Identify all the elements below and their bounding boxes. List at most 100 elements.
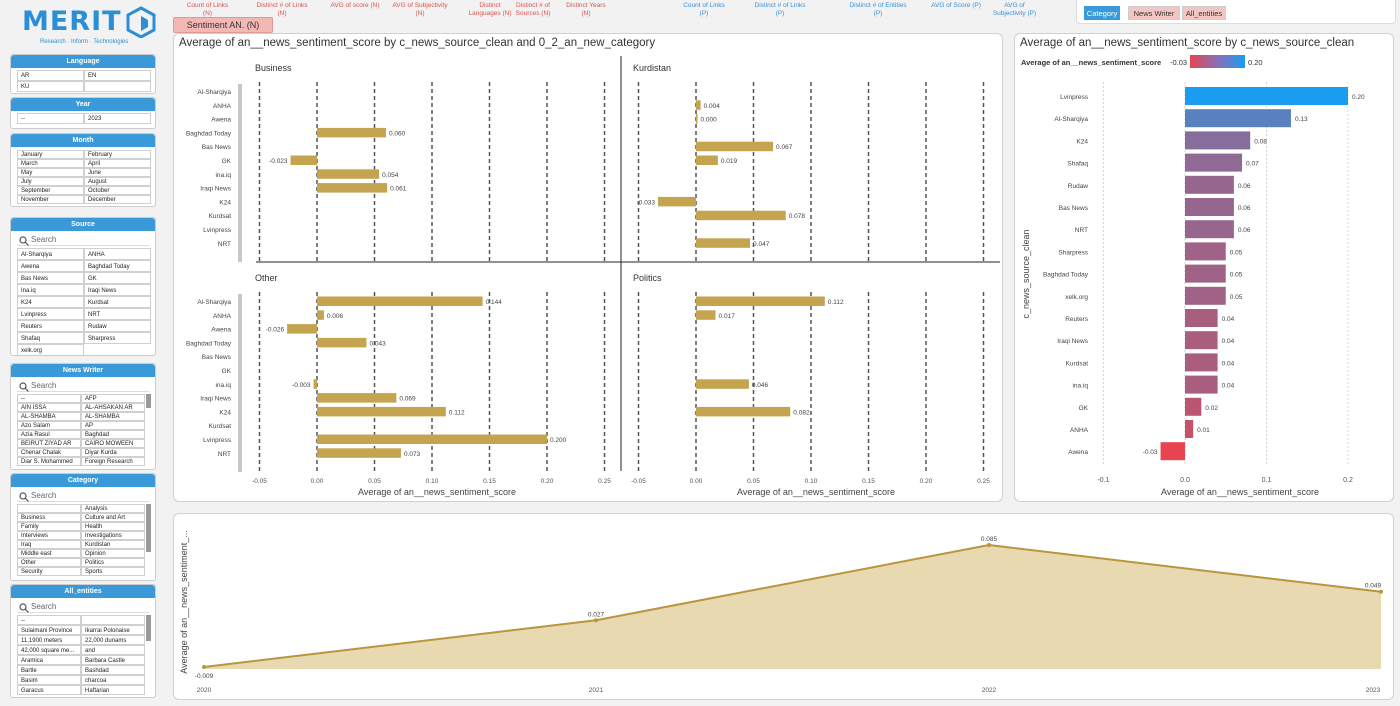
slicer-item[interactable]: BEIRUT ZIYAD AR (17, 439, 81, 448)
kpi-link[interactable]: AVG of Subjectivity (N) (392, 2, 448, 17)
slicer-item[interactable]: April (84, 159, 151, 168)
slicer-item[interactable]: Interviews (17, 531, 81, 540)
scrollbar-thumb[interactable] (146, 504, 151, 552)
slicer-item[interactable]: Business (17, 513, 81, 522)
slicer-item[interactable]: K24 (17, 296, 84, 308)
slicer-item[interactable]: Iraq (17, 540, 81, 549)
slicer-item[interactable]: September (17, 186, 84, 195)
bar[interactable] (1185, 175, 1234, 194)
kpi-link[interactable]: Count of Links (P) (683, 2, 725, 17)
kpi-link[interactable]: AVG of Subjectivity (P) (992, 2, 1037, 17)
kpi-link[interactable]: Distinct # of Entities (P) (849, 2, 907, 17)
kpi-link[interactable]: Distinct # of Sources (N) (515, 2, 551, 17)
slicer-item[interactable]: Lvinpress (17, 308, 84, 320)
slicer-item[interactable]: Rudaw (84, 320, 151, 332)
slicer-item[interactable] (17, 504, 81, 513)
slicer-item[interactable]: Chenar Chalak (17, 448, 81, 457)
slicer-item[interactable]: AIN ISSA (17, 403, 81, 412)
slicer-item[interactable]: Baghdad Today (84, 260, 151, 272)
kpi-link[interactable]: Distinct # of Links (N) (256, 2, 308, 17)
slicer-item[interactable]: Reuters (17, 320, 84, 332)
slicer-item[interactable]: 22,000 dunams (81, 635, 145, 645)
bar[interactable] (1185, 353, 1218, 372)
slicer-item[interactable]: AL-SHAMBA (17, 412, 81, 421)
bar[interactable] (1185, 87, 1348, 105)
scrollbar-thumb[interactable] (146, 615, 151, 641)
slicer-item[interactable]: Haftarian (81, 685, 145, 695)
slicer-item[interactable]: Analysis (81, 504, 145, 513)
slicer-item[interactable]: Diar S. Mohammed (17, 457, 81, 466)
slicer-item[interactable]: August (84, 177, 151, 186)
slicer-item[interactable]: AL-AHSAKAN AR (81, 403, 145, 412)
slicer-item[interactable]: AL-SHAMBA (81, 412, 145, 421)
bar[interactable] (1185, 375, 1218, 394)
bar[interactable] (1160, 442, 1185, 461)
slicer-item[interactable]: February (84, 150, 151, 159)
slicer-item[interactable]: Garacus (17, 685, 81, 695)
bar[interactable] (1185, 309, 1218, 327)
toggle-all-entities-button[interactable]: All_entities (1182, 6, 1226, 20)
slicer-item[interactable]: GK (84, 272, 151, 284)
slicer-item[interactable]: Azia Rasul (17, 430, 81, 439)
slicer-item[interactable]: 11,1900 meters (17, 635, 81, 645)
slicer-item[interactable]: March (17, 159, 84, 168)
slicer-item[interactable]: Azo Salam (17, 421, 81, 430)
category-search-input[interactable]: Search (17, 490, 149, 502)
kpi-link[interactable]: AVG of Score (P) (931, 2, 981, 9)
kpi-link[interactable]: Distinct Languages (N) (468, 2, 512, 17)
slicer-item[interactable]: Investigations (81, 531, 145, 540)
slicer-item[interactable]: Ikarrai Polonaise (81, 625, 145, 635)
scrollbar-thumb[interactable] (146, 394, 151, 408)
slicer-item[interactable]: Aramica (17, 655, 81, 665)
bar[interactable] (1185, 264, 1226, 283)
slicer-item[interactable]: Baghdad (81, 430, 145, 439)
kpi-link[interactable]: Distinct Years (N) (566, 2, 606, 17)
slicer-item[interactable]: Kurdsat (84, 296, 151, 308)
bar[interactable] (1185, 397, 1202, 416)
slicer-item[interactable]: and (81, 645, 145, 655)
data-point[interactable] (987, 543, 991, 547)
kpi-link[interactable]: Count of Links (N) (186, 2, 229, 17)
bar[interactable] (1185, 220, 1234, 239)
slicer-item[interactable]: NRT (84, 308, 151, 320)
slicer-item[interactable]: Family (17, 522, 81, 531)
slicer-item[interactable]: Bas News (17, 272, 84, 284)
slicer-item[interactable]: ANHA (84, 248, 151, 260)
toggle-category-button[interactable]: Category (1084, 6, 1120, 20)
slicer-item[interactable]: Awena (17, 260, 84, 272)
slicer-item[interactable]: Politics (81, 558, 145, 567)
slicer-item[interactable]: Barbara Castle (81, 655, 145, 665)
slicer-item[interactable]: Ina.iq (17, 284, 84, 296)
bar[interactable] (1185, 131, 1251, 150)
slicer-item[interactable]: June (84, 168, 151, 177)
news-writer-search-input[interactable]: Search (17, 380, 149, 392)
slicer-item[interactable]: Middle east (17, 549, 81, 558)
slicer-item[interactable]: xelk.org (17, 344, 84, 355)
all-entities-search-input[interactable]: Search (17, 601, 149, 613)
slicer-item[interactable] (81, 615, 145, 625)
slicer-item[interactable]: December (84, 195, 151, 204)
slicer-item[interactable]: Sharpress (84, 332, 151, 344)
slicer-item[interactable]: Sulaimani Province (17, 625, 81, 635)
tab-sentiment[interactable]: Sentiment AN. (N) (173, 17, 273, 33)
slicer-item[interactable]: May (17, 168, 84, 177)
bar[interactable] (1185, 109, 1291, 128)
slicer-item[interactable]: Security (17, 567, 81, 576)
data-point[interactable] (594, 618, 598, 623)
data-point[interactable] (202, 665, 206, 669)
slicer-item[interactable]: EN (84, 70, 151, 81)
slicer-item[interactable]: Kurdistan (81, 540, 145, 549)
slicer-item[interactable]: Basim (17, 675, 81, 685)
slicer-item[interactable]: Bashdad (81, 665, 145, 675)
slicer-item[interactable]: CAIRO MOWEEN (81, 439, 145, 448)
slicer-item[interactable]: -- (17, 113, 84, 124)
slicer-item[interactable]: July (17, 177, 84, 186)
slicer-item[interactable]: AFP (81, 394, 145, 403)
slicer-item[interactable]: charcoa (81, 675, 145, 685)
slicer-item[interactable]: 42,000 square me... (17, 645, 81, 655)
slicer-item[interactable]: Culture and Art (81, 513, 145, 522)
slicer-item[interactable]: AR (17, 70, 84, 81)
slicer-item[interactable]: Health (81, 522, 145, 531)
bar[interactable] (1185, 286, 1226, 305)
slicer-item[interactable]: AP (81, 421, 145, 430)
